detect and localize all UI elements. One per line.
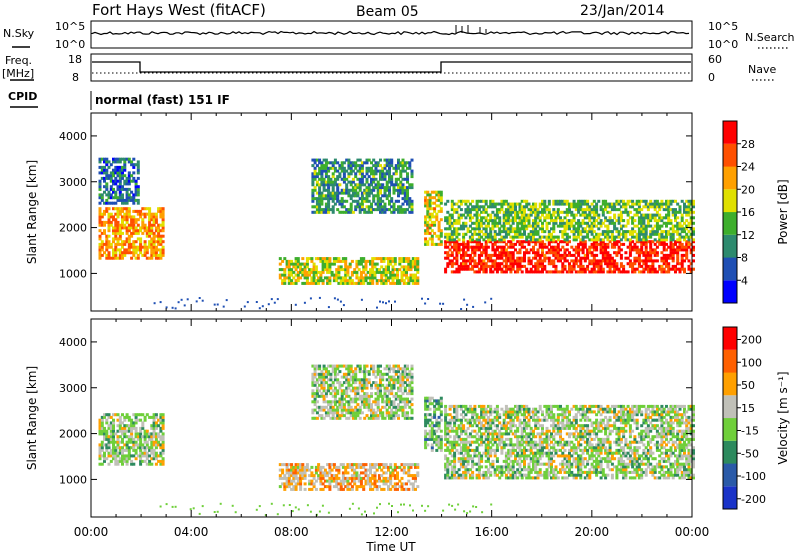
- power-colorbar-tick-label: 20: [741, 183, 755, 196]
- freq-trace: [92, 61, 691, 73]
- power-ylabel: Slant Range [km]: [25, 160, 39, 264]
- velocity-colorbar-segment: [723, 395, 737, 419]
- power-near-range-scatter: [153, 296, 493, 310]
- noise-trace: [91, 30, 690, 36]
- freq-tick-18: 18: [68, 53, 82, 66]
- time-tick-label: 00:00: [74, 525, 109, 539]
- velocity-region-3: [424, 396, 443, 452]
- power-region-6: [444, 199, 695, 242]
- power-colorbar-segment: [723, 143, 737, 167]
- power-colorbar-tick-label: 4: [741, 274, 748, 287]
- velocity-region-1: [278, 463, 420, 491]
- date-label: 23/Jan/2014: [580, 3, 665, 19]
- velocity-ytick-label: 4000: [59, 336, 87, 349]
- freq-panel: [90, 53, 693, 82]
- cpid-label: CPID: [8, 90, 37, 103]
- velocity-colorbar-label: Velocity [m s⁻¹]: [776, 371, 790, 464]
- power-colorbar-segment: [723, 166, 737, 190]
- velocity-ytick-label: 2000: [59, 428, 87, 441]
- power-region-4: [424, 190, 443, 246]
- velocity-ylabel: Slant Range [km]: [25, 366, 39, 470]
- freq-tick-8: 8: [72, 71, 79, 84]
- velocity-colorbar-tick-label: 50: [741, 379, 755, 392]
- noise-tick-top-right: 10^5: [708, 20, 738, 33]
- velocity-colorbar-tick-label: -100: [741, 470, 766, 483]
- power-region-0: [98, 207, 165, 260]
- power-data-layer: [98, 157, 695, 310]
- velocity-colorbar-segment: [723, 463, 737, 487]
- power-colorbar-label: Power [dB]: [776, 179, 790, 244]
- velocity-near-range-scatter: [159, 502, 493, 517]
- time-tick-label: 12:00: [374, 525, 409, 539]
- nave-label: Nave: [748, 63, 776, 76]
- velocity-ytick-label: 3000: [59, 382, 87, 395]
- power-colorbar-tick-label: 12: [741, 229, 755, 242]
- velocity-region-4: [444, 404, 695, 480]
- power-axes: 1000 2000 3000 4000: [59, 113, 693, 311]
- velocity-colorbar-tick-label: -50: [741, 447, 759, 460]
- velocity-axes: 1000 2000 3000 4000: [59, 319, 693, 517]
- nave-tick-60: 60: [708, 53, 722, 66]
- time-tick-label: 20:00: [575, 525, 610, 539]
- power-colorbar-segment: [723, 189, 737, 213]
- noise-spikes: [455, 25, 487, 33]
- velocity-ytick-label: 1000: [59, 473, 87, 486]
- power-ytick-label: 3000: [59, 176, 87, 189]
- time-tick-label: 16:00: [474, 525, 509, 539]
- power-colorbar-tick-label: 8: [741, 252, 748, 265]
- power-colorbar-segment: [723, 212, 737, 235]
- power-region-3: [311, 158, 414, 214]
- power-colorbar-tick-label: 16: [741, 206, 755, 219]
- time-tick-label: 00:00: [675, 525, 710, 539]
- noise-panel: [90, 20, 693, 49]
- time-axis: 00:00 04:00 08:00 12:00 16:00 20:00 00:00: [74, 525, 710, 539]
- velocity-colorbar-segment: [723, 486, 737, 510]
- velocity-region-2: [311, 364, 414, 420]
- velocity-region-0: [98, 413, 165, 466]
- power-colorbar-segment: [723, 121, 737, 144]
- velocity-colorbar-segment: [723, 349, 737, 373]
- nsearch-label: N.Search: [745, 31, 795, 44]
- velocity-colorbar-segment: [723, 418, 737, 441]
- time-tick-label: 04:00: [174, 525, 209, 539]
- power-ytick-label: 1000: [59, 267, 87, 280]
- power-region-5: [444, 240, 695, 274]
- velocity-colorbar: 200 100 50 15 -15 -50 -100 -200: [722, 326, 766, 510]
- velocity-colorbar-segment: [723, 372, 737, 396]
- freq-unit-label: [MHz]: [2, 67, 34, 80]
- time-axis-label: Time UT: [365, 540, 416, 554]
- noise-tick-bottom-right: 10^0: [708, 38, 738, 51]
- cpid-value: normal (fast) 151 IF: [95, 93, 230, 107]
- velocity-colorbar-tick-label: 15: [741, 402, 755, 415]
- velocity-colorbar-segment: [723, 327, 737, 350]
- figure-title: Fort Hays West (fitACF): [92, 1, 266, 19]
- velocity-colorbar-tick-label: -15: [741, 425, 759, 438]
- power-colorbar-tick-label: 28: [741, 138, 755, 151]
- nave-tick-0: 0: [708, 71, 715, 84]
- velocity-data-layer: [98, 364, 695, 517]
- beam-label: Beam 05: [356, 4, 419, 20]
- power-colorbar-segment: [723, 257, 737, 281]
- velocity-colorbar-tick-label: -200: [741, 493, 766, 506]
- power-ytick-label: 2000: [59, 222, 87, 235]
- power-region-1: [98, 157, 140, 205]
- noise-tick-top-left: 10^5: [55, 20, 85, 33]
- velocity-colorbar-tick-label: 200: [741, 334, 762, 347]
- power-colorbar-segment: [723, 234, 737, 258]
- nsky-label: N.Sky: [3, 27, 35, 40]
- time-tick-label: 08:00: [274, 525, 309, 539]
- velocity-colorbar-tick-label: 100: [741, 356, 762, 369]
- power-colorbar-tick-label: 24: [741, 161, 755, 174]
- power-colorbar-segment: [723, 280, 737, 304]
- velocity-colorbar-frame: [722, 326, 738, 510]
- freq-label: Freq.: [5, 54, 32, 67]
- power-ytick-label: 4000: [59, 130, 87, 143]
- velocity-colorbar-segment: [723, 440, 737, 464]
- noise-tick-bottom-left: 10^0: [55, 38, 85, 51]
- power-colorbar: 4 8 12 16 20 24 28: [722, 120, 755, 304]
- power-region-2: [278, 257, 420, 285]
